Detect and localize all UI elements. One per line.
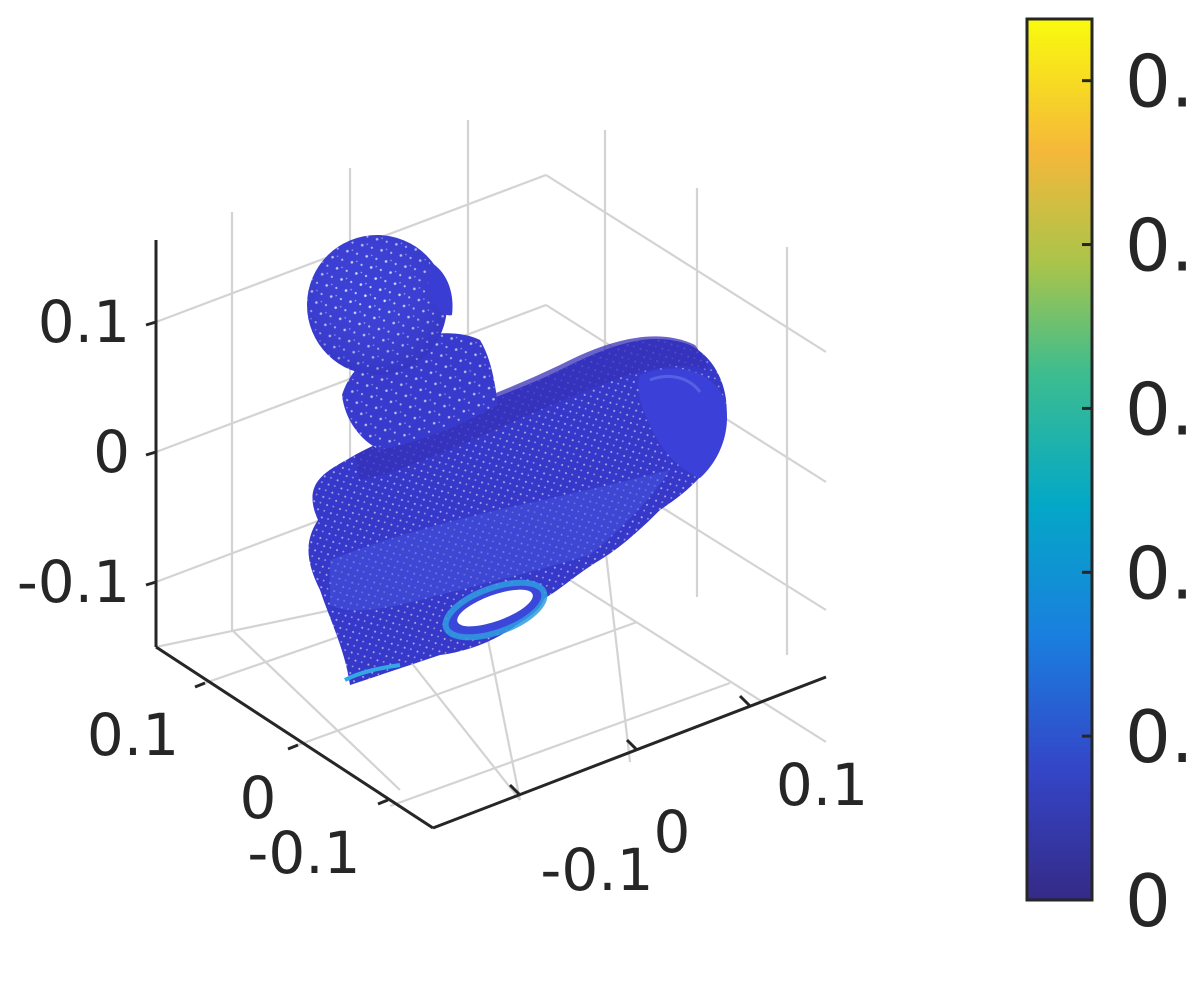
colorbar-tick-label: 0. (1125, 367, 1194, 451)
colorbar-tick-label: 0. (1125, 531, 1194, 615)
point-cloud-surface (307, 235, 728, 685)
colorbar-tick-label: 0. (1125, 695, 1194, 779)
x-tick-label: 0.1 (776, 751, 868, 819)
colorbar-ticks: 0 0. 0. 0. 0. 0. (1082, 40, 1194, 943)
z-tick-label: 0 (93, 418, 130, 486)
y-tick-label: 0 (240, 764, 277, 832)
z-tick-label: -0.1 (17, 548, 130, 616)
colorbar-tick-label: 0 (1125, 859, 1171, 943)
y-tick-mark (194, 681, 206, 689)
axis-ticks: -0.100.1-0.100.1-0.100.1 (17, 288, 868, 904)
y-tick-label: -0.1 (247, 819, 360, 887)
y-tick-label: 0.1 (87, 701, 179, 769)
colorbar-gradient (1025, 17, 1094, 902)
y-axis-line (155, 645, 434, 830)
x-tick-mark (508, 783, 522, 797)
x-tick-label: 0 (654, 798, 691, 866)
y-tick-mark (287, 743, 299, 751)
x-tick-label: -0.1 (540, 836, 653, 904)
colorbar: 0 0. 0. 0. 0. 0. (1025, 17, 1194, 943)
y-tick-mark (377, 798, 389, 806)
axes-lines (154, 240, 827, 830)
z-tick-mark (145, 580, 157, 587)
x-axis-line (432, 675, 827, 830)
x-tick-mark (738, 694, 752, 708)
z-tick-mark (145, 320, 157, 327)
z-tick-mark (145, 450, 157, 457)
z-tick-label: 0.1 (38, 288, 130, 356)
x-tick-mark (625, 738, 639, 752)
colorbar-tick-label: 0. (1125, 40, 1194, 124)
colorbar-tick-label: 0. (1125, 204, 1194, 288)
